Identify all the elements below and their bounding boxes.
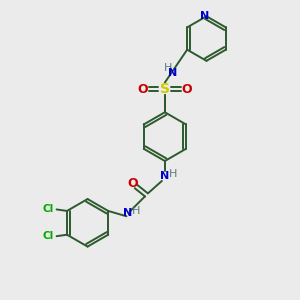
Text: O: O (182, 82, 193, 96)
Text: Cl: Cl (43, 231, 54, 241)
Text: Cl: Cl (43, 204, 54, 214)
Text: N: N (123, 208, 133, 218)
Text: N: N (200, 11, 210, 21)
Text: N: N (160, 172, 170, 182)
Text: O: O (137, 82, 148, 96)
Text: H: H (132, 206, 140, 216)
Text: S: S (160, 82, 170, 96)
Text: N: N (168, 68, 177, 78)
Text: H: H (164, 63, 172, 73)
Text: O: O (128, 177, 138, 190)
Text: H: H (169, 169, 177, 179)
